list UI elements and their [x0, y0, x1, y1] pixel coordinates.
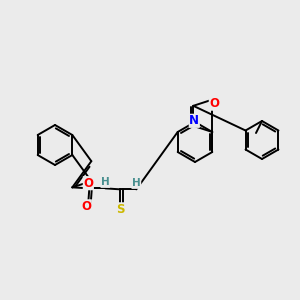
Text: H: H — [132, 178, 141, 188]
Text: O: O — [209, 97, 219, 110]
Text: O: O — [81, 200, 91, 213]
Text: O: O — [83, 177, 93, 190]
Text: H: H — [101, 177, 110, 188]
Text: S: S — [116, 203, 124, 216]
Text: N: N — [189, 114, 199, 127]
